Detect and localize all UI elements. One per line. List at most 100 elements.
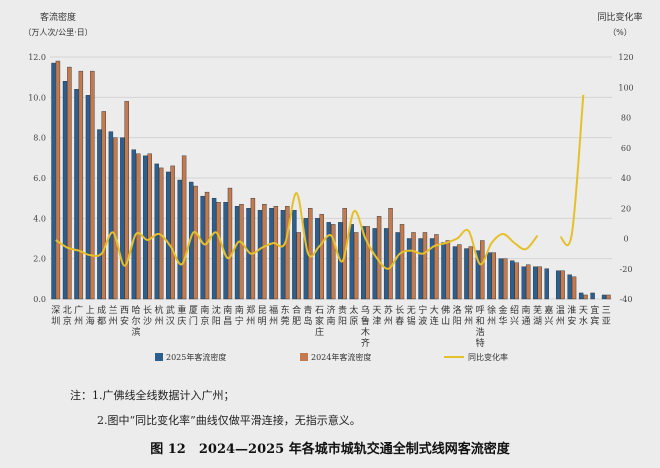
bar (193, 185, 198, 300)
bar (601, 294, 607, 300)
x-tick-label: 天水 (579, 306, 588, 327)
x-tick-label: 金华 (499, 304, 508, 327)
y2-tick-label: 100 (618, 83, 633, 92)
bar (262, 204, 267, 300)
bar (349, 224, 354, 300)
bar (464, 248, 469, 300)
change-rate-line (559, 94, 585, 247)
bar (452, 246, 458, 300)
bar (406, 238, 412, 300)
bar (303, 218, 309, 300)
bar (250, 197, 256, 300)
bar (67, 66, 72, 300)
bar (567, 274, 572, 300)
bar (510, 260, 515, 300)
bar (113, 137, 118, 300)
bar (131, 149, 137, 300)
y2-tick-label: 20 (621, 204, 631, 213)
bar (468, 246, 474, 300)
bar (319, 214, 324, 300)
bar (498, 258, 504, 300)
bar (315, 218, 320, 300)
bar (51, 62, 56, 300)
bar (108, 131, 114, 300)
bar (62, 80, 68, 300)
change-rate-line (55, 192, 539, 270)
bar (55, 60, 61, 300)
x-tick-label: 芜湖 (533, 304, 542, 327)
y-tick-label: 10.0 (28, 93, 46, 102)
x-tick-label: 南宁 (235, 304, 244, 327)
bar (606, 294, 611, 300)
legend-label: 同比变化率 (468, 352, 508, 362)
x-tick-label: 贵阳 (338, 304, 347, 327)
chart-title: 图 12 2024—2025 年各城市城轨交通全制式线网客流密度 (150, 441, 511, 457)
y2-tick-label: 40 (621, 174, 631, 183)
bar (533, 266, 538, 300)
bar (399, 224, 405, 300)
bar (120, 137, 125, 300)
x-tick-label: 广州 (74, 304, 83, 327)
y-tick-label: 8.0 (33, 134, 46, 143)
x-tick-label: 温州 (556, 305, 565, 327)
bar (365, 226, 370, 300)
bar (211, 197, 217, 300)
bar (147, 153, 152, 300)
bar (216, 201, 221, 300)
bar (269, 208, 274, 300)
x-tick-label: 太原 (349, 304, 358, 327)
legend-label: 2025年客流密度 (166, 352, 226, 362)
x-tick-label: 兰州 (109, 304, 118, 327)
bar (353, 232, 359, 300)
x-tick-label: 绍兴 (510, 304, 519, 327)
x-tick-label: 无锡 (407, 305, 416, 327)
bar (457, 244, 462, 300)
x-tick-label: 苏州 (384, 304, 393, 327)
bar (285, 206, 290, 300)
bar (434, 234, 439, 300)
bar (571, 276, 577, 300)
bar (475, 250, 481, 300)
y-tick-label: 6.0 (33, 174, 46, 183)
bar (372, 228, 377, 300)
x-tick-label: 徐州 (487, 304, 496, 327)
y-tick-label: 0.0 (33, 295, 46, 304)
x-tick-label: 深圳 (51, 305, 60, 327)
x-tick-label: 洛阳 (453, 304, 462, 327)
bar (445, 240, 451, 300)
bar (280, 210, 286, 300)
y-axis-label-line2: （万人次/公里·日） (23, 27, 92, 37)
x-tick-label: 长沙 (143, 304, 152, 327)
bar (97, 129, 102, 300)
bar (388, 208, 393, 300)
x-tick-label: 东莞 (281, 304, 290, 327)
bar (257, 210, 263, 300)
x-tick-label: 武汉 (166, 304, 175, 327)
bar (480, 240, 485, 300)
y2-tick-label: -20 (620, 265, 633, 274)
legend-label: 2024年客流密度 (311, 352, 371, 362)
y-tick-label: 12.0 (28, 53, 46, 62)
x-tick-label: 南通 (521, 304, 530, 327)
bar (383, 228, 389, 300)
x-tick-label: 呼和浩特 (476, 305, 485, 349)
bar (395, 232, 400, 300)
bar (361, 226, 366, 300)
x-tick-label: 天津 (372, 306, 381, 327)
bar (521, 266, 526, 300)
x-tick-label: 成都 (97, 304, 106, 327)
bar (411, 232, 416, 300)
bar (537, 266, 542, 300)
bar (555, 270, 561, 300)
bar (85, 95, 91, 300)
x-tick-label: 三亚 (602, 306, 611, 327)
x-tick-label: 宁波 (418, 304, 427, 327)
bar (78, 70, 84, 300)
bar (514, 262, 519, 300)
legend-swatch (155, 353, 163, 361)
x-tick-label: 哈尔滨 (132, 304, 141, 338)
x-tick-label: 北京 (63, 305, 72, 327)
note-1: 注：1.广佛线全线数据计入广州； (70, 388, 235, 402)
bar (166, 171, 171, 300)
x-tick-label: 重庆 (177, 304, 186, 327)
